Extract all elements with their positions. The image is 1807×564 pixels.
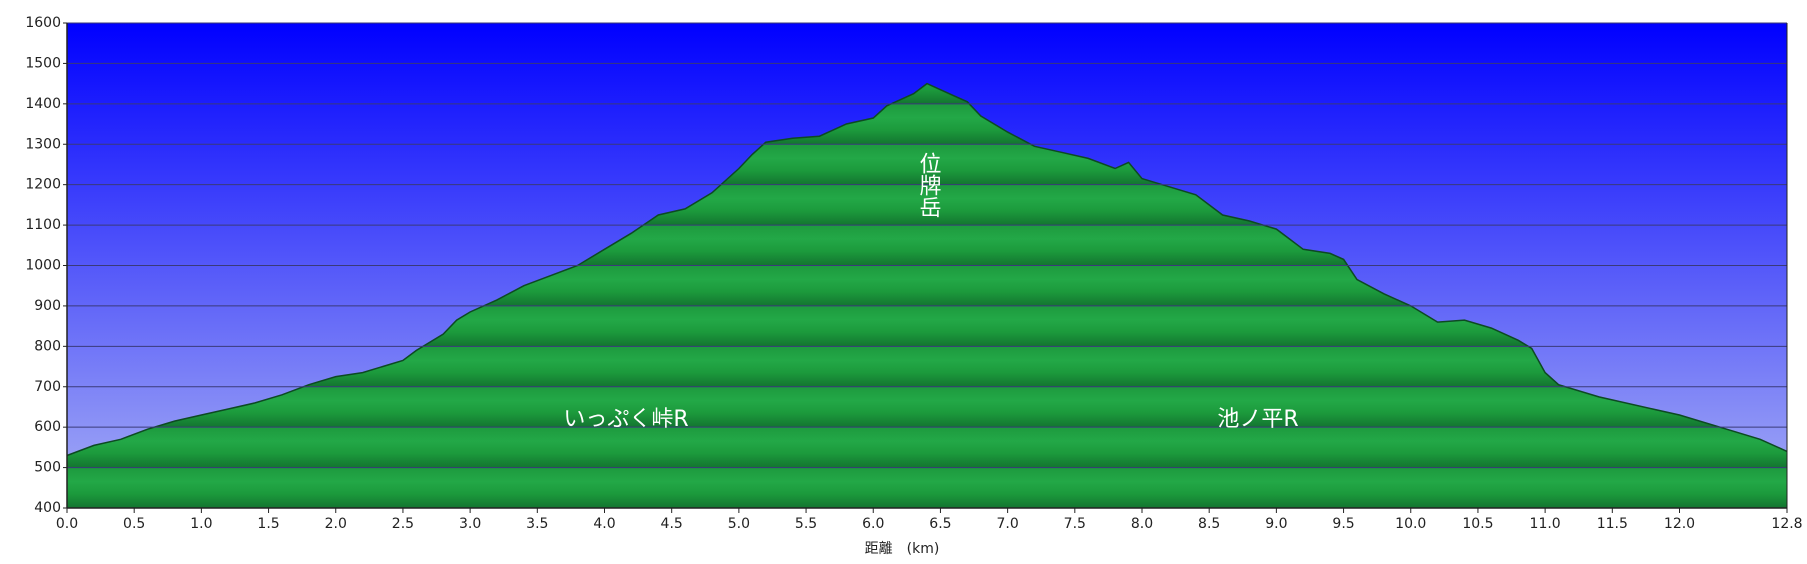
x-tick-label: 12.0 bbox=[1664, 516, 1695, 532]
x-tick-label: 11.0 bbox=[1530, 516, 1561, 532]
annotation: 池ノ平R bbox=[1217, 407, 1298, 432]
y-tick-label: 600 bbox=[34, 419, 61, 435]
x-tick-label: 4.5 bbox=[661, 516, 683, 532]
x-tick-label: 2.5 bbox=[392, 516, 414, 532]
x-tick-label: 6.5 bbox=[929, 516, 951, 532]
x-tick-label: 4.0 bbox=[593, 516, 615, 532]
x-tick-label: 9.5 bbox=[1332, 516, 1354, 532]
x-tick-label: 8.5 bbox=[1198, 516, 1220, 532]
x-tick-label: 6.0 bbox=[862, 516, 884, 532]
y-tick-label: 400 bbox=[34, 500, 61, 516]
x-tick-label: 7.5 bbox=[1064, 516, 1086, 532]
x-tick-label: 7.0 bbox=[996, 516, 1018, 532]
y-tick-label: 700 bbox=[34, 379, 61, 395]
x-tick-label: 0.0 bbox=[56, 516, 78, 532]
elevation-line bbox=[66, 82, 1788, 457]
y-tick-label: 1500 bbox=[25, 55, 61, 71]
x-tick-label: 1.5 bbox=[257, 516, 279, 532]
x-tick-label: 12.8 bbox=[1771, 516, 1802, 532]
y-tick-label: 800 bbox=[34, 338, 61, 354]
y-tick-label: 1600 bbox=[25, 15, 61, 31]
x-tick-label: 5.5 bbox=[795, 516, 817, 532]
annotation: いっぷく峠R bbox=[563, 407, 688, 432]
y-tick-label: 900 bbox=[34, 298, 61, 314]
y-tick-label: 1100 bbox=[25, 217, 61, 233]
x-tick-label: 8.0 bbox=[1131, 516, 1153, 532]
area-fill bbox=[67, 83, 1787, 508]
x-axis-title: 距離 (km) bbox=[865, 540, 940, 557]
y-tick-label: 500 bbox=[34, 460, 61, 476]
x-tick-label: 10.0 bbox=[1395, 516, 1426, 532]
y-tick-label: 1200 bbox=[25, 177, 61, 193]
x-tick-label: 3.0 bbox=[459, 516, 481, 532]
x-tick-label: 1.0 bbox=[190, 516, 212, 532]
x-tick-label: 2.0 bbox=[325, 516, 347, 532]
y-tick-label: 1000 bbox=[25, 258, 61, 274]
x-tick-label: 11.5 bbox=[1597, 516, 1628, 532]
x-tick-label: 5.0 bbox=[728, 516, 750, 532]
x-tick-label: 0.5 bbox=[123, 516, 145, 532]
annotation: 位牌岳 bbox=[916, 152, 942, 218]
x-tick-label: 9.0 bbox=[1265, 516, 1287, 532]
x-tick-label: 10.5 bbox=[1462, 516, 1493, 532]
x-tick-label: 3.5 bbox=[526, 516, 548, 532]
y-tick-label: 1300 bbox=[25, 136, 61, 152]
y-tick-label: 1400 bbox=[25, 96, 61, 112]
